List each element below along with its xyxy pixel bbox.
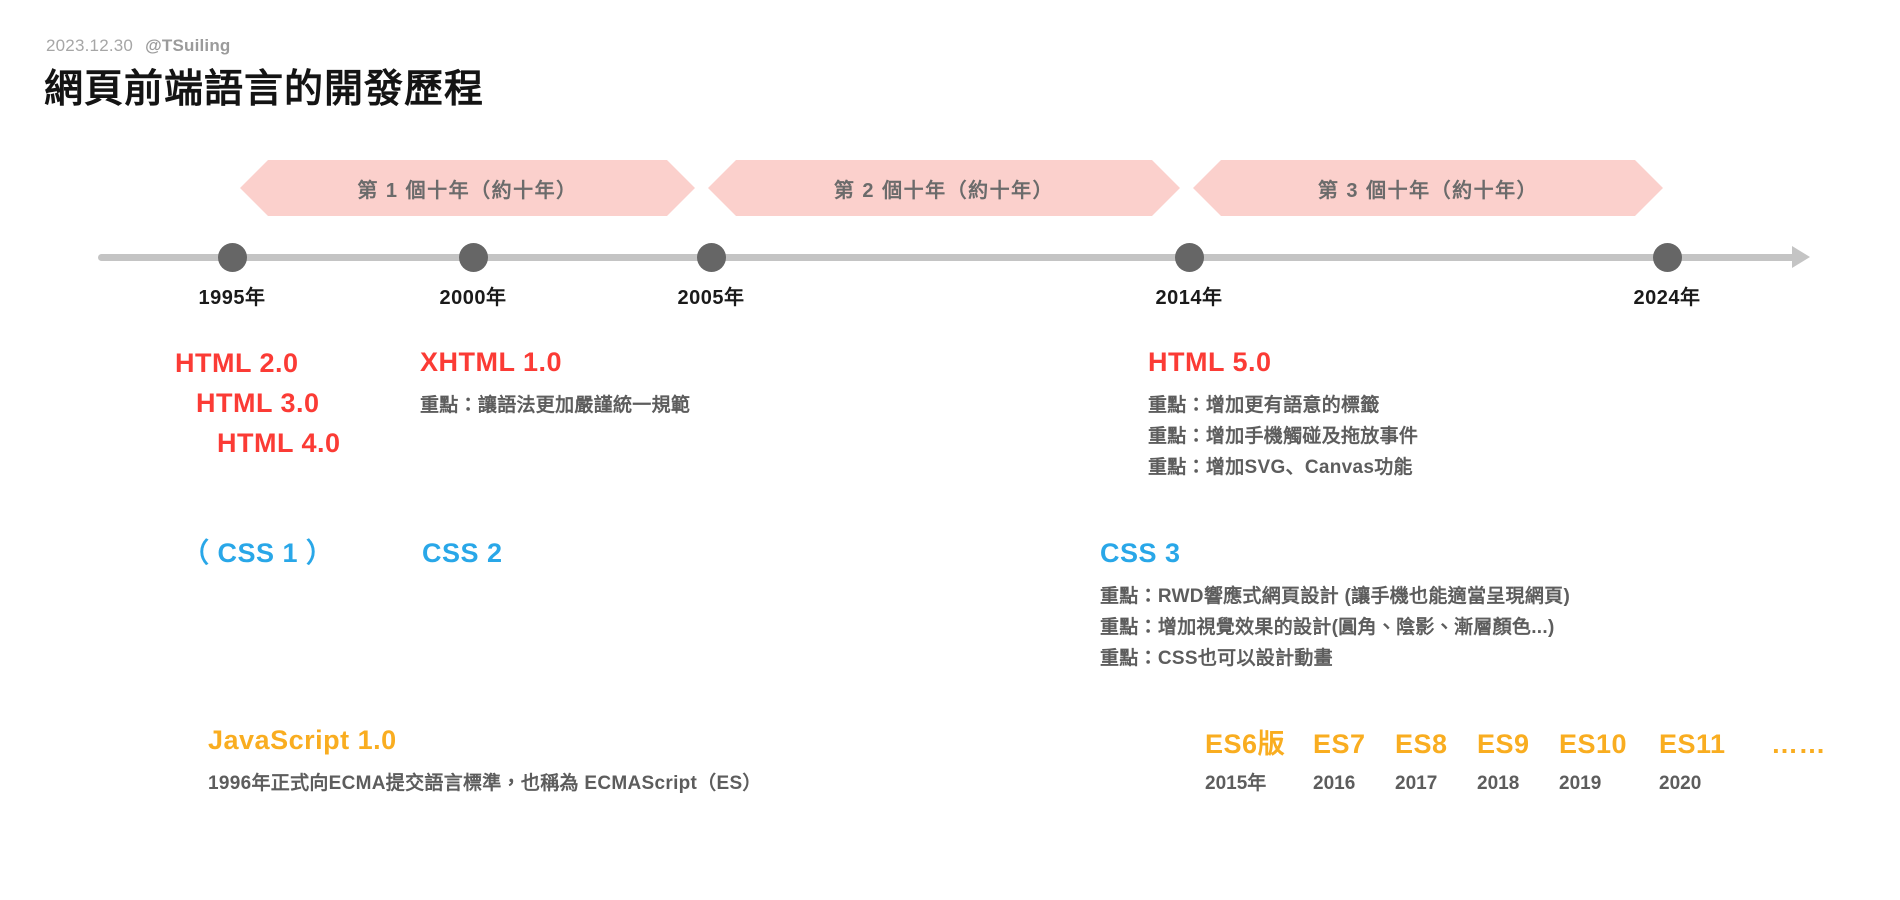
timeline-node-year-1995: 1995年 (198, 287, 266, 309)
timeline-node-year-2024: 2024年 (1633, 287, 1701, 309)
ecmascript-version-row: ES6版 ES7 ES8 ES9 ES10 ES11 …… (1205, 722, 1851, 761)
html-version-3: HTML 3.0 (196, 387, 320, 418)
timeline-node-dot-2000 (458, 243, 488, 272)
decade-arrow-label-3: 第 3 個十年（約十年） (1317, 179, 1539, 202)
html-version-2: HTML 2.0 (175, 348, 299, 378)
ecmascript-version-1: ES7 (1313, 729, 1366, 759)
timeline-node-year-2005: 2005年 (677, 287, 745, 309)
ecmascript-version-3: ES9 (1477, 729, 1530, 759)
css1-block: （ CSS 1 ） (182, 535, 334, 571)
css2-block: CSS 2 (422, 535, 503, 571)
decade-arrow-label-2: 第 2 個十年（約十年） (833, 179, 1055, 202)
byline: 2023.12.30 @TSuiling (46, 36, 231, 56)
ecmascript-version-2: ES8 (1395, 729, 1448, 759)
html5-note-1: 重點：增加手機觸碰及拖放事件 (1148, 426, 1419, 448)
ecmascript-year-3: 2018 (1477, 773, 1520, 794)
decade-arrow-label-1: 第 1 個十年（約十年） (357, 179, 578, 202)
timeline-axis (98, 254, 1798, 261)
javascript-note-0: 1996年正式向ECMA提交語言標準，也稱為 ECMAScript（ES） (208, 773, 762, 795)
css3-note-1: 重點：增加視覺效果的設計(圓角、陰影、漸層顏色...) (1100, 617, 1555, 639)
ecmascript-version-0: ES6版 (1205, 729, 1286, 759)
html5-title: HTML 5.0 (1148, 347, 1272, 377)
timeline-node-year-2000: 2000年 (439, 287, 507, 309)
timeline-node-dot-1995 (217, 243, 247, 272)
css3-title: CSS 3 (1100, 538, 1181, 568)
timeline-node-dot-2005 (696, 243, 726, 272)
timeline-node-year-2014: 2014年 (1155, 287, 1223, 309)
ecmascript-version-6: …… (1771, 729, 1826, 759)
timeline-node-dot-2024 (1652, 243, 1682, 272)
html5-note-2: 重點：增加SVG、Canvas功能 (1148, 456, 1413, 478)
ecmascript-year-4: 2019 (1559, 773, 1602, 794)
ecmascript-version-4: ES10 (1559, 729, 1628, 759)
xhtml-note-0: 重點：讓語法更加嚴謹統一規範 (420, 395, 691, 417)
decade-arrow-3: 第 3 個十年（約十年） (1193, 160, 1663, 216)
decade-band: 第 1 個十年（約十年） 第 2 個十年（約十年） 第 3 個十年（約十年） (0, 160, 1900, 216)
ecmascript-version-5: ES11 (1659, 729, 1726, 759)
css1-title: （ CSS 1 ） (182, 538, 334, 568)
xhtml-title: XHTML 1.0 (420, 347, 563, 377)
ecmascript-block: ES6版 ES7 ES8 ES9 ES10 ES11…… 2015年 2016 2017 201… (1205, 722, 1851, 795)
byline-date: 2023.12.30 (46, 36, 134, 55)
javascript-block: JavaScript 1.0 1996年正式向ECMA提交語言標準，也稱為 EC… (208, 722, 762, 800)
page-title: 網頁前端語言的開發歷程 (44, 68, 485, 111)
ecmascript-year-2: 2017 (1395, 773, 1438, 794)
decade-arrow-1: 第 1 個十年（約十年） (240, 160, 695, 216)
ecmascript-year-row: 2015年 2016 2017 2018 2019 2020 (1205, 768, 1851, 795)
css3-note-2: 重點：CSS也可以設計動畫 (1100, 647, 1333, 669)
decade-arrow-2: 第 2 個十年（約十年） (708, 160, 1180, 216)
javascript-title: JavaScript 1.0 (208, 725, 397, 755)
css2-title: CSS 2 (422, 538, 503, 568)
html-family-block: HTML 2.0 HTML 3.0 HTML 4.0 (175, 344, 341, 464)
byline-handle: @TSuiling (145, 36, 231, 55)
timeline-axis-arrow-icon (1792, 246, 1810, 268)
xhtml-block: XHTML 1.0 重點：讓語法更加嚴謹統一規範 (420, 344, 690, 422)
timeline-node-dot-2014 (1174, 243, 1204, 272)
ecmascript-year-5: 2020 (1659, 773, 1702, 794)
ecmascript-year-0: 2015年 (1205, 773, 1267, 794)
html5-note-0: 重點：增加更有語意的標籤 (1148, 395, 1380, 417)
css3-block: CSS 3 重點：RWD響應式網頁設計 (讓手機也能適當呈現網頁) 重點：增加視… (1100, 535, 1570, 675)
html5-block: HTML 5.0 重點：增加更有語意的標籤 重點：增加手機觸碰及拖放事件 重點：… (1148, 344, 1418, 484)
ecmascript-year-1: 2016 (1313, 773, 1356, 794)
html-version-4: HTML 4.0 (217, 427, 341, 458)
css3-note-0: 重點：RWD響應式網頁設計 (讓手機也能適當呈現網頁) (1100, 586, 1571, 608)
